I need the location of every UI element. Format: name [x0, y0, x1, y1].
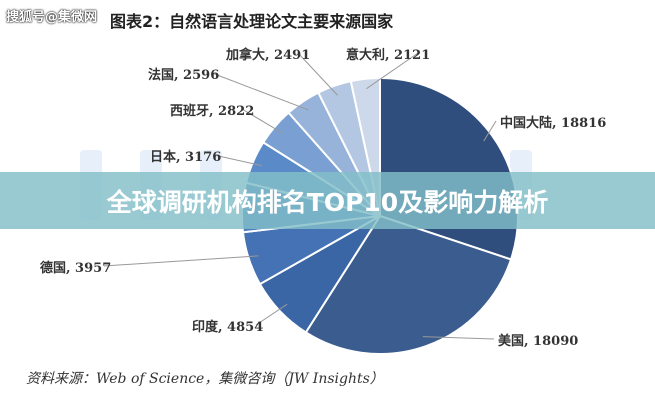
- leader-line: [255, 303, 288, 326]
- slice-label: 西班牙, 2822: [170, 104, 255, 119]
- slice-label: 意大利, 2121: [346, 48, 431, 63]
- leader-line: [297, 52, 338, 96]
- chart-title: 图表2：自然语言处理论文主要来源国家: [110, 12, 394, 31]
- slice-label: 美国, 18090: [498, 334, 579, 349]
- leader-line: [103, 255, 259, 267]
- leader-line: [241, 108, 283, 134]
- leader-line: [366, 52, 419, 90]
- overlay-banner: 全球调研机构排名TOP10及影响力解析: [0, 172, 655, 229]
- source-note: 资料来源：Web of Science，集微咨询（JW Insights）: [26, 371, 384, 387]
- pie-slice: [304, 214, 513, 355]
- slice-label: 德国, 3957: [40, 261, 112, 276]
- leader-line: [211, 72, 309, 111]
- banner-text: 全球调研机构排名TOP10及影响力解析: [106, 187, 549, 217]
- slice-label: 印度, 4854: [192, 320, 264, 335]
- slice-label: 中国大陆, 18816: [500, 116, 607, 131]
- slice-label: 加拿大, 2491: [226, 48, 311, 63]
- watermark-text: 搜狐号@集微网: [6, 10, 98, 25]
- slice-label: 法国, 2596: [148, 68, 220, 83]
- leader-line: [483, 120, 497, 142]
- leader-line: [422, 336, 495, 340]
- leader-line: [213, 154, 263, 167]
- slice-label: 日本, 3176: [150, 150, 222, 165]
